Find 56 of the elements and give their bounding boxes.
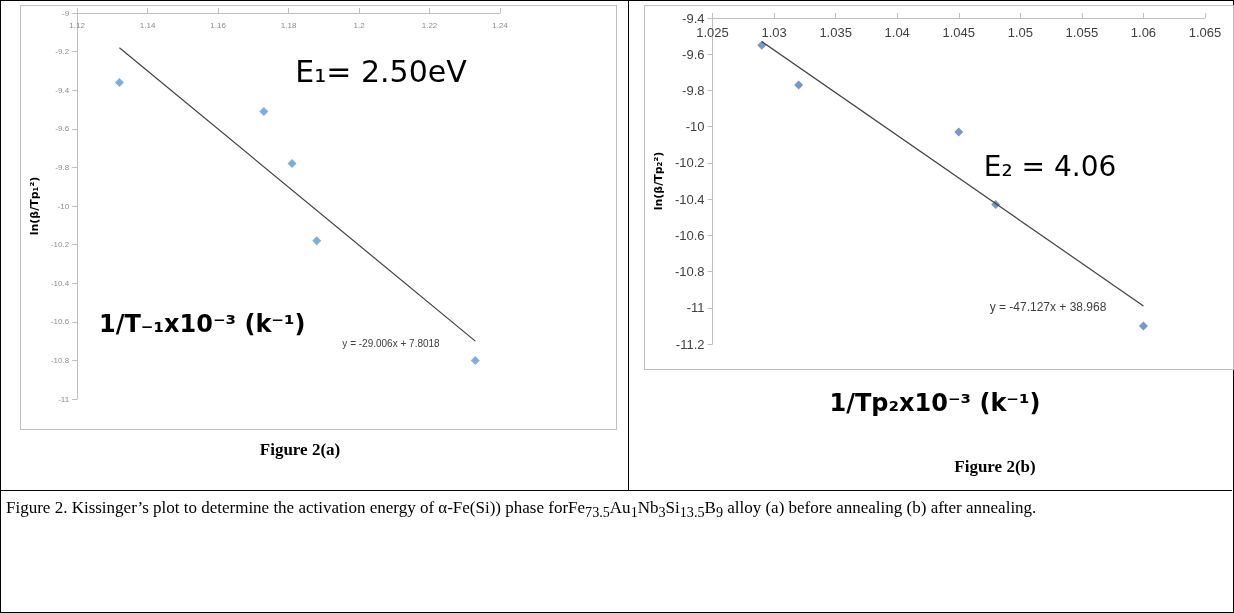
caption: Figure 2(b) — [953, 457, 1037, 477]
x-tick-label: 1.065 — [1188, 25, 1222, 40]
y-tick-label: -9 — [62, 8, 70, 18]
x-tick-label: 1.025 — [696, 25, 729, 40]
annotation: y = -47.127x + 38.968 — [989, 300, 1107, 314]
y-tick-label: -9.8 — [55, 162, 70, 172]
text: Figure 2. Kissinger’s plot to determine the activation energy of α-Fe(Si)) phase forFe$_{73.5}$Au$_{1}$Nb$_{3}$Si$_{13.5}$B$_{9}$ alloy (a) before annealing (b) after annealing. — [6, 498, 1037, 521]
x-tick-label: 1.14 — [139, 20, 156, 30]
x-axis-title: 1/T₋₁x10⁻³ (k⁻¹) — [99, 310, 306, 338]
y-tick-label: -11 — [686, 300, 705, 316]
x-tick-label: 1.04 — [884, 25, 910, 40]
x-tick-label: 1.22 — [421, 20, 438, 30]
y-tick-label: -10.2 — [50, 240, 70, 250]
y-tick-label: -10.6 — [674, 227, 705, 243]
point — [1138, 321, 1148, 331]
annotation: E₁= 2.50eV — [295, 53, 468, 89]
y-tick-label: -9.4 — [55, 85, 70, 95]
y-tick-label: -9.4 — [682, 10, 705, 26]
point — [287, 159, 297, 169]
y-tick-label: -9.6 — [682, 46, 705, 62]
x-axis-title: 1/Tp₂x10⁻³ (k⁻¹) — [829, 389, 1041, 417]
point — [114, 77, 124, 87]
y-tick-label: -10 — [685, 119, 705, 135]
x-tick-label: 1.035 — [819, 25, 852, 40]
y-tick-label: -10 — [57, 201, 70, 211]
point — [794, 80, 804, 90]
annotation: y = -29.006x + 7.8018 — [342, 337, 441, 349]
x-tick-label: 1.24 — [492, 20, 509, 30]
x-tick-label: 1.05 — [1007, 25, 1033, 40]
annotation: E₂ = 4.06 — [983, 149, 1117, 183]
x-tick-label: 1.045 — [942, 25, 976, 40]
y-tick-label: -10.4 — [674, 191, 705, 207]
y-tick-label: -10.4 — [50, 278, 70, 288]
y-tick-label: -10.8 — [674, 264, 705, 280]
point — [470, 355, 480, 365]
y-tick-label: -10.2 — [674, 155, 705, 171]
y-tick-label: -10.8 — [50, 355, 70, 365]
x-tick-label: 1.03 — [761, 25, 787, 40]
caption: Figure 2(a) — [258, 440, 342, 460]
x-tick-label: 1.16 — [210, 20, 227, 30]
y-tick-label: -9.6 — [55, 124, 70, 134]
y-tick-label: -9.8 — [682, 82, 705, 98]
point — [259, 106, 269, 116]
x-tick-label: 1.18 — [280, 20, 297, 30]
x-tick-label: 1.2 — [353, 20, 366, 30]
point — [954, 127, 964, 137]
y-axis-title: ln(β/Tp₁²) — [28, 176, 41, 236]
y-tick-label: -11 — [58, 394, 70, 404]
x-tick-label: 1.06 — [1130, 25, 1157, 40]
y-axis-title: ln(β/Tp₂²) — [652, 151, 665, 211]
y-tick-label: -11.2 — [675, 336, 705, 352]
point — [312, 236, 322, 246]
x-tick-label: 1.12 — [69, 20, 86, 30]
y-tick-label: -9.2 — [55, 47, 70, 57]
y-tick-label: -10.6 — [50, 317, 70, 327]
x-tick-label: 1.055 — [1065, 25, 1099, 40]
